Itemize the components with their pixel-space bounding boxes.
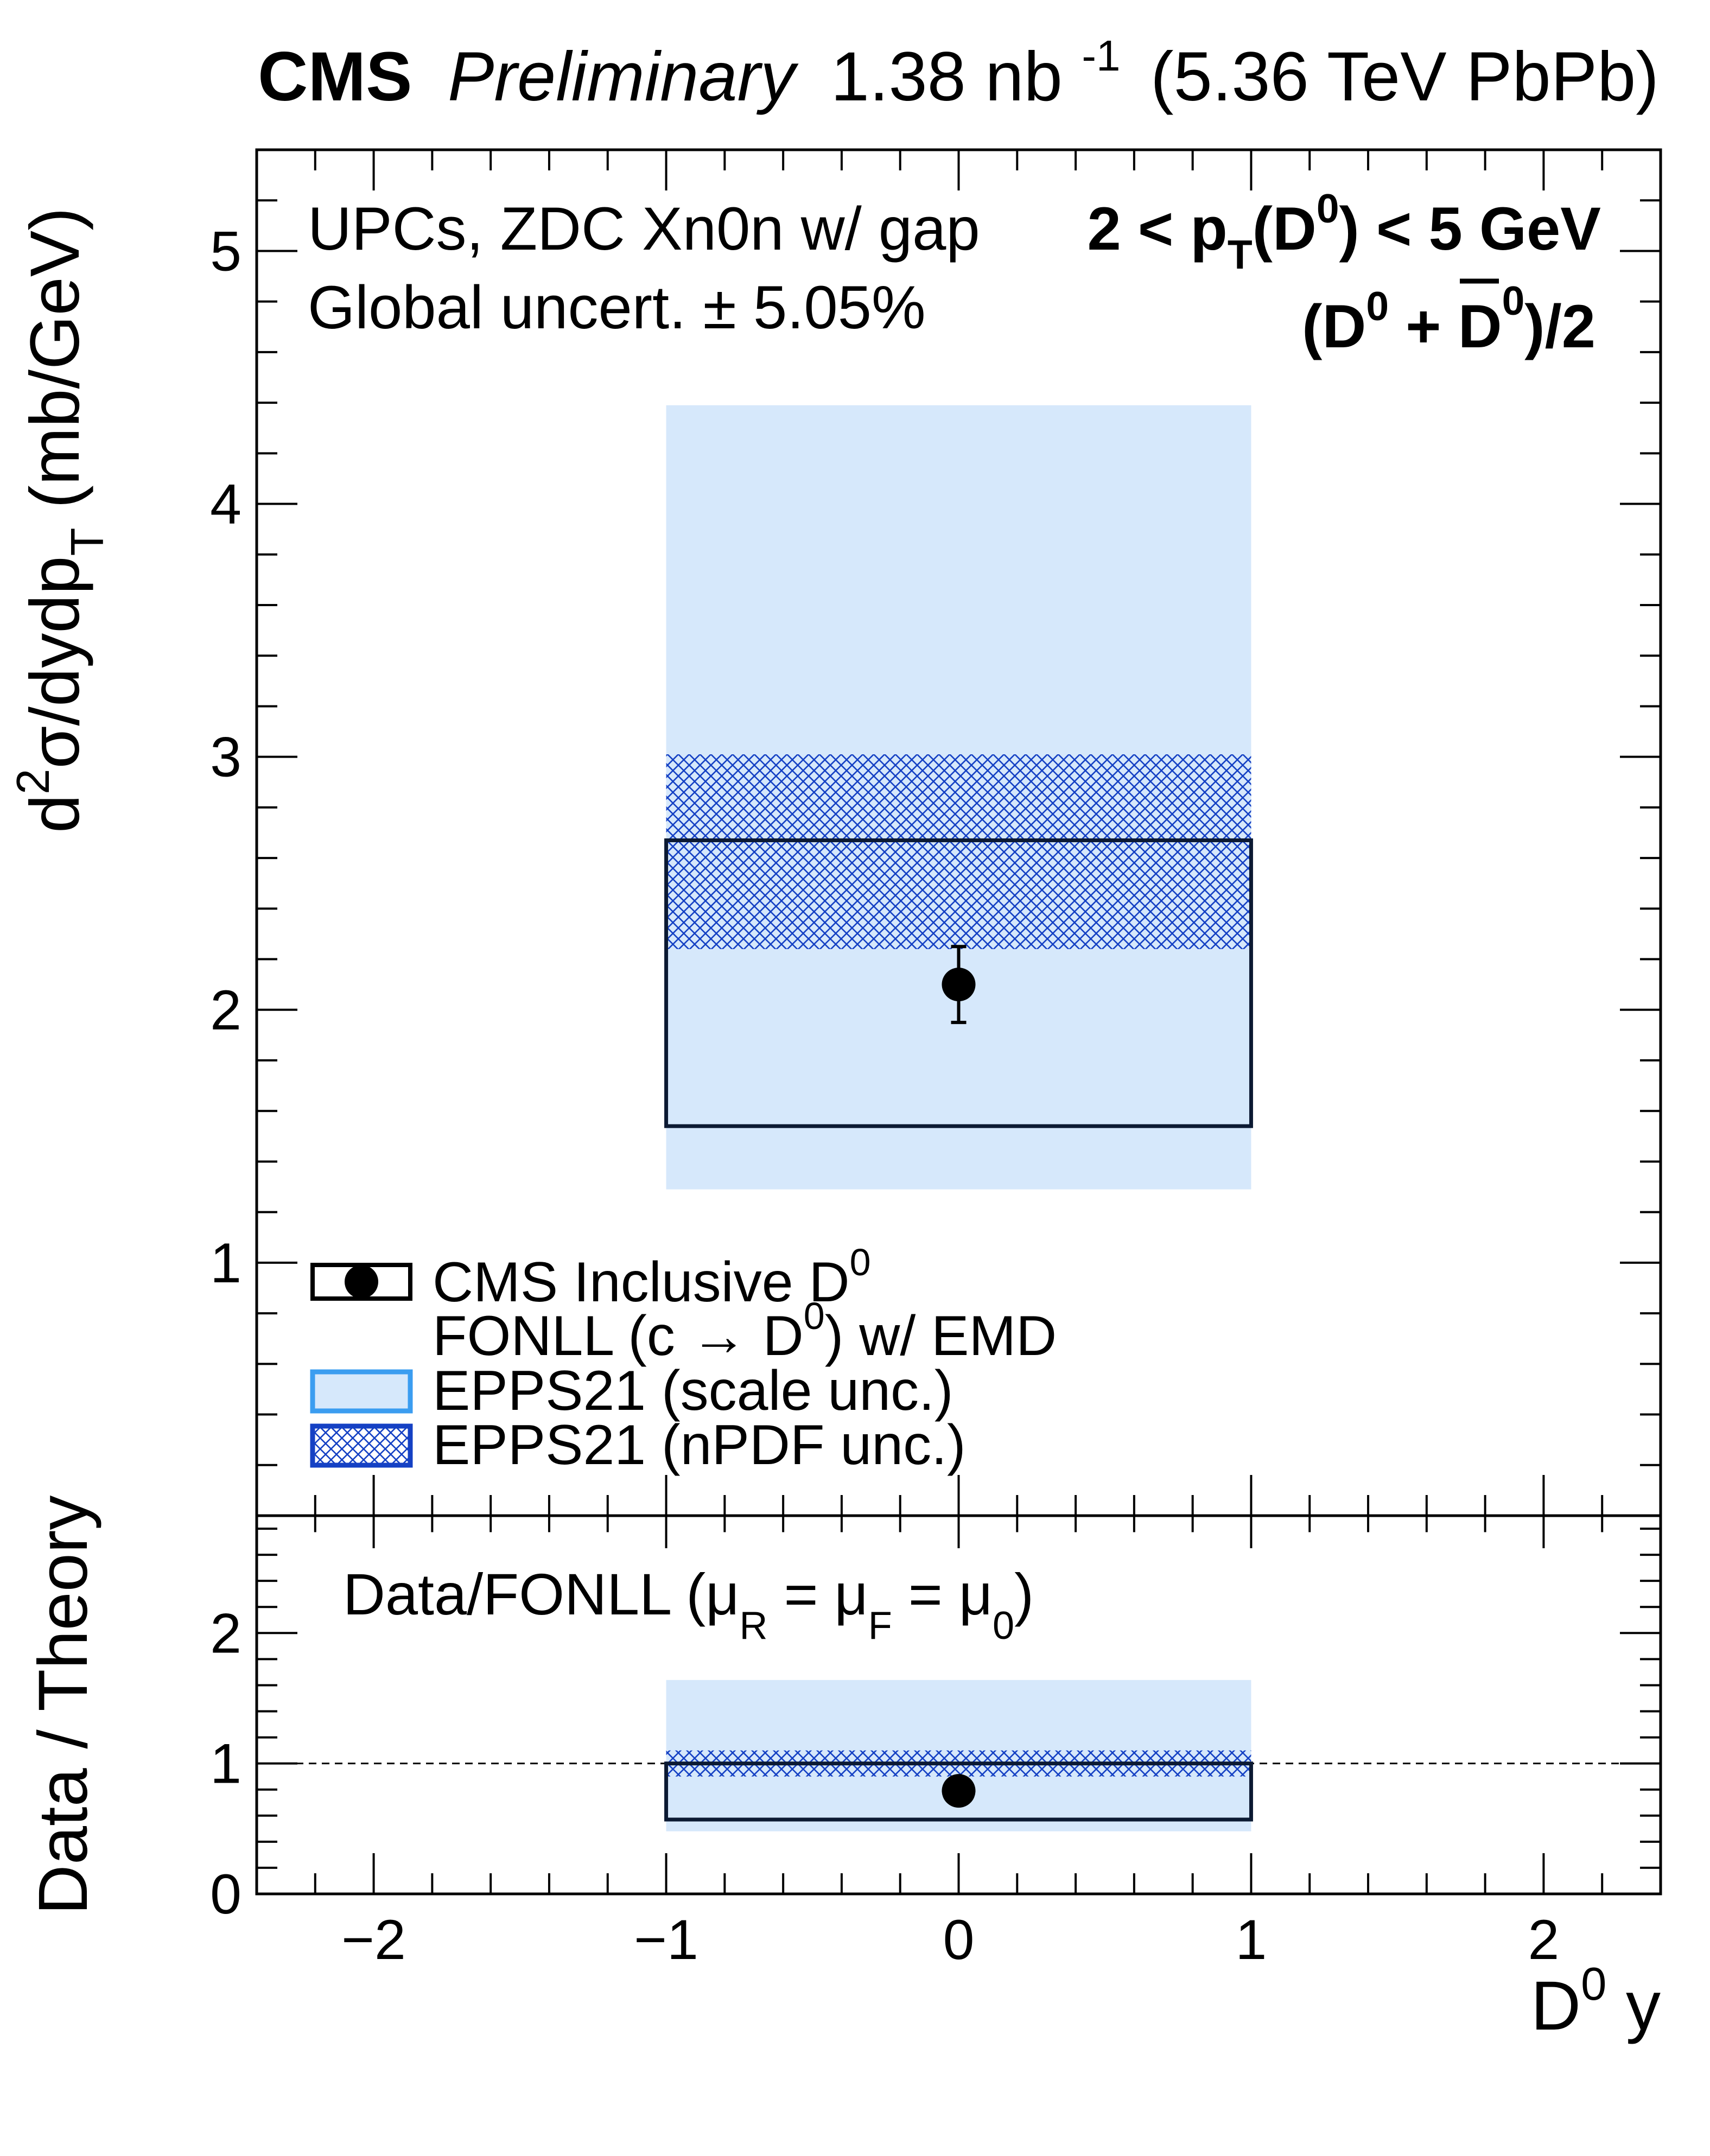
top-y-tick-label: 4 [210, 473, 241, 536]
top-y-tick-label: 3 [210, 726, 241, 789]
legend-fonll-label: FONLL (c → D0) w/ EMD [433, 1295, 1057, 1368]
legend-data-label: CMS Inclusive D0 [433, 1241, 871, 1314]
x-tick-label: 0 [943, 1909, 975, 1971]
bottom-panel: 0 1 2 −2 −1 0 1 2 Data/FONLL (μR = μF = μ0) Da… [24, 1495, 1662, 2045]
top-y-tick-labels: 1 2 3 4 5 [210, 220, 241, 1294]
top-npdf-band [666, 754, 1251, 949]
bottom-frame [255, 1514, 1662, 1896]
preliminary-label: Preliminary [448, 38, 799, 116]
selection-label: UPCs, ZDC Xn0n w/ gap [308, 195, 980, 263]
bottom-data-point [942, 1774, 976, 1808]
legend-npdf-swatch [310, 1423, 413, 1468]
legend: CMS Inclusive D0 FONLL (c → D0) w/ EMD E… [310, 1241, 1057, 1477]
global-uncert-label: Global uncert. ± 5.05% [308, 274, 926, 341]
legend-npdf-label: EPPS21 (nPDF unc.) [433, 1414, 966, 1477]
x-tick-label: 1 [1236, 1909, 1267, 1971]
bottom-y-tick-labels: 0 1 2 [210, 1602, 241, 1926]
cms-label: CMS [258, 38, 412, 116]
bottom-y-tick-label: 0 [210, 1863, 241, 1926]
lumi-exponent: -1 [1082, 31, 1120, 80]
energy-label: (5.36 TeV PbPb) [1150, 38, 1659, 116]
top-panel: 1 2 3 4 5 UPCs, ZDC Xn0n w/ gap Global uncer… [8, 148, 1662, 1517]
top-y-axis-label: d2σ/dydpT (mb/GeV) [8, 207, 113, 833]
x-tick-labels: −2 −1 0 1 2 [341, 1909, 1559, 1971]
svg-text:CMS Preliminary 1.38 n: CMS Preliminary 1.38 nb -1 (5.36 TeV PbP… [258, 8, 1659, 116]
lumi-value: 1.38 nb [831, 38, 1063, 116]
top-y-tick-label: 5 [210, 220, 241, 283]
legend-scale-swatch [310, 1369, 413, 1414]
legend-scale-label: EPPS21 (scale unc.) [433, 1359, 953, 1422]
bottom-y-axis-label: Data / Theory [24, 1495, 102, 1915]
pt-range-label: 2 < pT(D0) < 5 GeV [1087, 186, 1601, 277]
bottom-axis-ticks [256, 1516, 1662, 1894]
bottom-y-tick-label: 1 [210, 1733, 241, 1796]
x-tick-label: −2 [341, 1909, 406, 1971]
bottom-y-tick-label: 2 [210, 1602, 241, 1665]
top-y-tick-label: 2 [210, 979, 241, 1042]
top-data-point [942, 968, 976, 1002]
x-tick-label: −1 [634, 1909, 698, 1971]
average-label: (D0 + D0)/2 [1302, 278, 1595, 360]
top-fonll-box [664, 838, 1253, 1128]
ratio-label: Data/FONLL (μR = μF = μ0) [343, 1561, 1034, 1648]
x-tick-label: 2 [1528, 1909, 1559, 1971]
top-y-tick-label: 1 [210, 1232, 241, 1295]
legend-data-marker [345, 1265, 378, 1299]
x-axis-label: D0 y [1531, 1958, 1661, 2045]
bottom-fonll-box [664, 1761, 1253, 1822]
